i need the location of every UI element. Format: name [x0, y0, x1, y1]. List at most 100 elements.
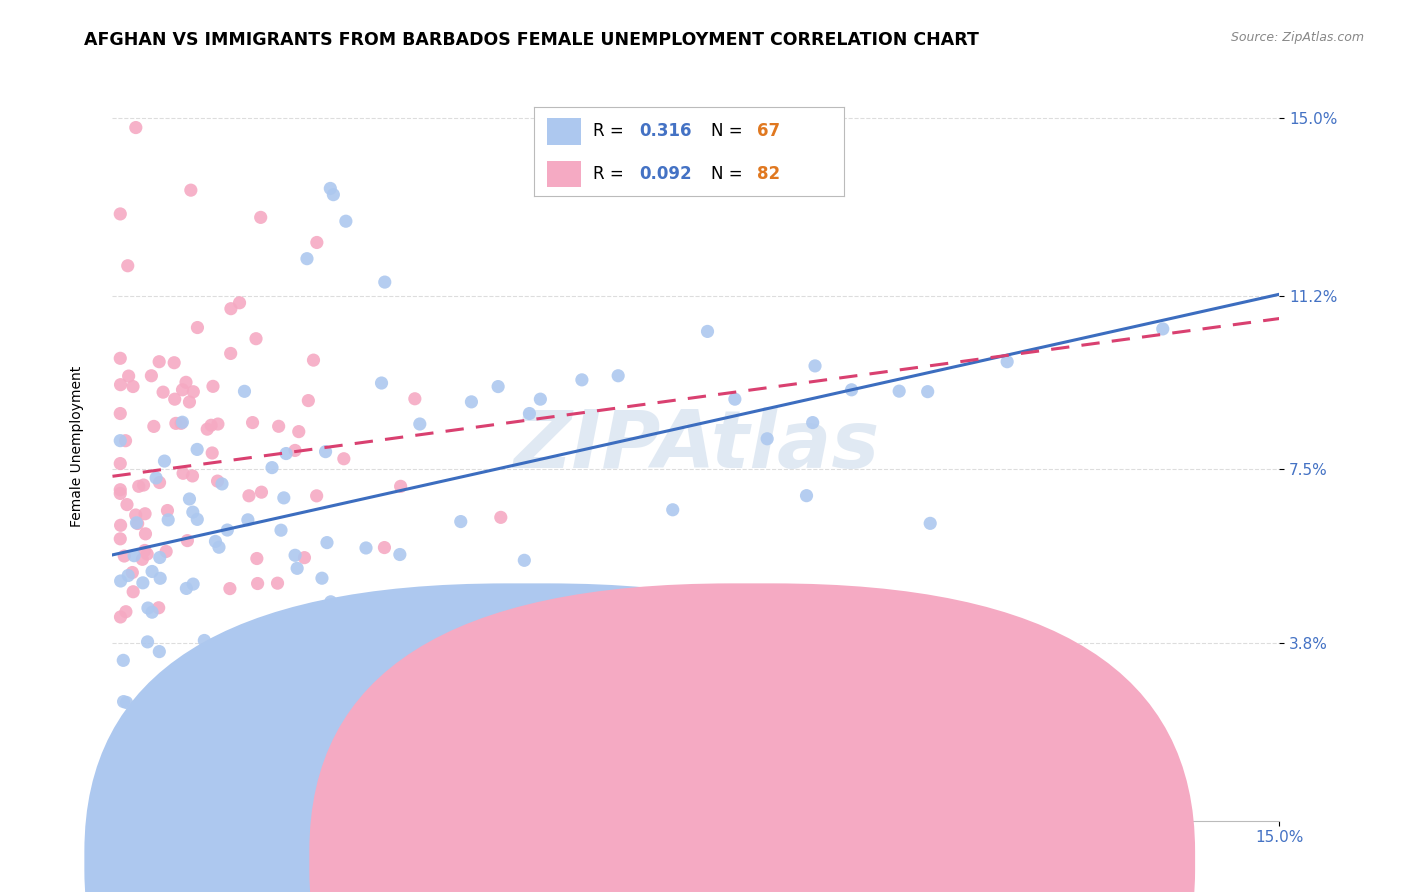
Point [260, 460, 283, 475]
Point [114, 434, 136, 448]
Point [156, 503, 179, 517]
Point [211, 477, 233, 491]
Point [172, 467, 194, 481]
Point [112, 653, 135, 667]
Point [841, 383, 863, 397]
Point [201, 379, 224, 393]
Point [607, 368, 630, 383]
Point [246, 551, 269, 566]
Point [142, 683, 165, 698]
Point [181, 384, 204, 399]
Point [152, 385, 174, 400]
Point [127, 516, 149, 531]
Point [266, 576, 288, 591]
Point [354, 541, 377, 555]
Point [295, 252, 318, 266]
Point [238, 489, 260, 503]
Point [724, 392, 747, 407]
Point [218, 582, 240, 596]
Point [319, 595, 342, 609]
Point [246, 576, 269, 591]
Point [242, 416, 264, 430]
Point [284, 443, 307, 458]
Point [134, 526, 156, 541]
Point [285, 561, 308, 575]
Point [186, 442, 208, 457]
Point [217, 523, 239, 537]
Point [188, 790, 211, 805]
Point [110, 532, 132, 546]
Point [153, 454, 176, 468]
Point [121, 566, 143, 580]
Point [486, 379, 509, 393]
Point [179, 395, 201, 409]
Text: N =: N = [710, 122, 748, 140]
Point [333, 451, 356, 466]
Point [211, 648, 233, 662]
Point [529, 392, 551, 407]
Point [125, 516, 148, 530]
Point [117, 369, 139, 384]
Point [179, 491, 201, 506]
Text: N =: N = [710, 165, 748, 183]
Point [174, 376, 197, 390]
Point [388, 548, 411, 562]
Point [204, 534, 226, 549]
Point [115, 696, 138, 710]
Point [319, 181, 342, 195]
Point [796, 489, 818, 503]
Point [176, 533, 198, 548]
Text: R =: R = [593, 165, 628, 183]
Text: Afghans: Afghans [555, 854, 617, 868]
Point [115, 605, 138, 619]
Point [152, 706, 174, 720]
Point [335, 214, 357, 228]
Point [460, 395, 482, 409]
Point [489, 510, 512, 524]
Point [1152, 322, 1174, 336]
Point [316, 535, 339, 549]
Point [110, 486, 132, 500]
Point [122, 584, 145, 599]
Point [571, 373, 593, 387]
Point [172, 383, 194, 397]
Point [186, 512, 208, 526]
Point [374, 275, 396, 289]
Text: 0.092: 0.092 [640, 165, 692, 183]
Point [125, 120, 148, 135]
Point [195, 422, 218, 436]
Point [183, 692, 205, 706]
Point [110, 610, 132, 624]
Point [163, 392, 186, 407]
Point [273, 491, 295, 505]
Point [128, 479, 150, 493]
Point [294, 550, 316, 565]
Bar [547, 161, 581, 187]
Point [110, 377, 132, 392]
Point [117, 259, 139, 273]
Point [373, 541, 395, 555]
Point [110, 457, 132, 471]
Text: Female Unemployment: Female Unemployment [70, 366, 84, 526]
Point [311, 571, 333, 585]
Text: 67: 67 [756, 122, 780, 140]
Point [141, 565, 163, 579]
Point [267, 419, 290, 434]
Point [236, 513, 259, 527]
Point [112, 549, 135, 563]
Point [193, 633, 215, 648]
Bar [547, 118, 581, 145]
Text: AFGHAN VS IMMIGRANTS FROM BARBADOS FEMALE UNEMPLOYMENT CORRELATION CHART: AFGHAN VS IMMIGRANTS FROM BARBADOS FEMAL… [84, 31, 979, 49]
Point [148, 355, 170, 369]
Point [176, 582, 198, 596]
Point [201, 446, 224, 460]
Text: 82: 82 [756, 165, 780, 183]
Point [995, 355, 1018, 369]
Point [117, 568, 139, 582]
Point [110, 207, 132, 221]
Point [181, 505, 204, 519]
Point [228, 295, 250, 310]
Point [450, 515, 472, 529]
Point [148, 644, 170, 658]
Point [145, 471, 167, 485]
